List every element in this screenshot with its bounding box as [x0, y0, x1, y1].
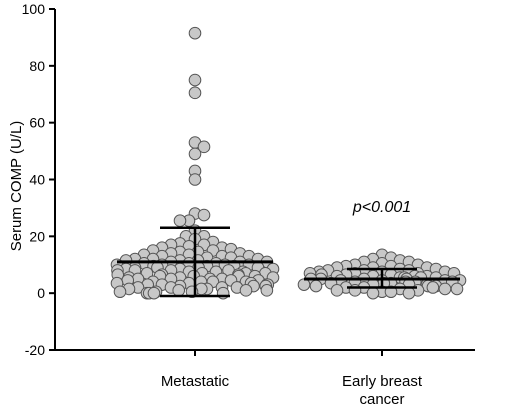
y-axis-label: Serum COMP (U/L): [8, 121, 25, 252]
data-point: [439, 283, 451, 295]
data-point: [148, 287, 160, 299]
y-tick-label: 60: [29, 115, 45, 131]
p-value-annotation: p<0.001: [352, 199, 411, 216]
y-tick-label: 40: [29, 172, 45, 188]
data-point: [189, 87, 201, 99]
data-point: [114, 286, 126, 298]
data-point: [240, 285, 252, 297]
y-tick-label: -20: [25, 342, 45, 358]
data-point: [189, 174, 201, 186]
x-category-label: Early breast: [342, 373, 423, 390]
data-point: [189, 148, 201, 160]
data-point: [198, 209, 210, 221]
x-category-label: Metastatic: [161, 373, 230, 390]
data-point: [427, 282, 439, 294]
data-point: [174, 215, 186, 227]
x-category-label: cancer: [359, 391, 404, 407]
y-tick-label: 100: [22, 1, 46, 17]
data-point: [298, 279, 310, 291]
data-point: [310, 280, 322, 292]
data-point: [451, 283, 463, 295]
data-point: [331, 285, 343, 297]
data-point: [173, 285, 185, 297]
data-point: [189, 74, 201, 86]
data-point: [367, 287, 379, 299]
y-tick-label: 20: [29, 228, 45, 244]
y-tick-label: 80: [29, 58, 45, 74]
data-point: [261, 285, 273, 297]
y-tick-label: 0: [37, 285, 45, 301]
data-point: [403, 287, 415, 299]
data-point: [189, 27, 201, 39]
